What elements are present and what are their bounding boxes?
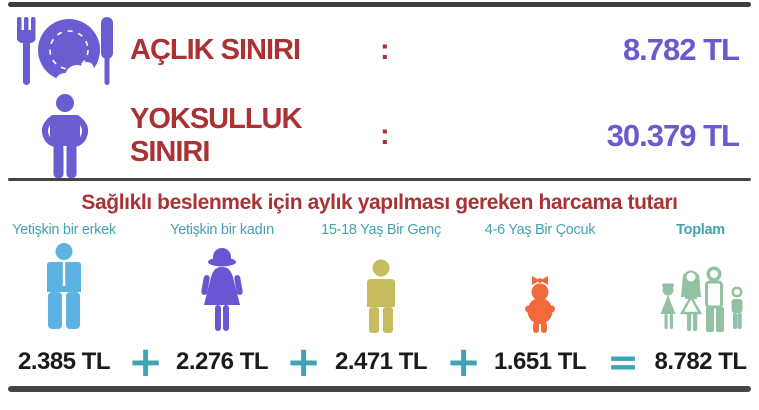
section-title: Sağlıklı beslenmek için aylık yapılması … <box>81 191 678 214</box>
plus-operator: + <box>446 337 482 386</box>
plus-operator: + <box>286 337 322 386</box>
value-total: 8.782 TL <box>654 348 747 375</box>
spacer <box>286 238 316 338</box>
adult-woman-icon <box>158 238 286 338</box>
poverty-threshold-label: YOKSULLUK SINIRI <box>130 102 302 168</box>
label-total: Toplam <box>676 222 725 238</box>
teenager-icon <box>316 238 446 338</box>
values-row: 2.385 TL + 2.276 TL + 2.471 TL + 1.651 T… <box>0 338 759 386</box>
plate-cutlery-icon <box>0 15 130 85</box>
poverty-threshold-row: YOKSULLUK SINIRI : 30.379 TL <box>0 93 759 178</box>
spacer <box>604 238 642 338</box>
bottom-divider <box>8 386 751 392</box>
value-adult-man: 2.385 TL <box>17 348 111 375</box>
hunger-threshold-colon: : <box>380 33 390 66</box>
spacer <box>446 238 476 338</box>
label-adult-woman: Yetişkin bir kadın <box>170 222 274 238</box>
family-icon <box>642 238 759 338</box>
poverty-threshold-colon: : <box>380 119 390 151</box>
value-child: 1.651 TL <box>493 348 587 375</box>
mid-divider <box>8 178 751 181</box>
top-divider <box>8 2 751 7</box>
column-labels-row: Yetişkin bir erkek Yetişkin bir kadın 15… <box>0 222 759 238</box>
label-teenager: 15-18 Yaş Bir Genç <box>321 222 441 238</box>
poverty-threshold-value: 30.379 TL <box>606 117 740 153</box>
adult-man-icon <box>0 238 128 338</box>
spacer <box>128 238 158 338</box>
icons-row <box>0 238 759 338</box>
hunger-threshold-label: AÇLIK SINIRI <box>130 33 301 66</box>
child-icon <box>476 238 604 338</box>
label-adult-man: Yetişkin bir erkek <box>12 222 116 238</box>
hunger-threshold-row: AÇLIK SINIRI : 8.782 TL <box>0 7 759 93</box>
spacer <box>128 222 158 238</box>
spacer <box>286 222 316 238</box>
label-child: 4-6 Yaş Bir Çocuk <box>484 222 596 238</box>
standing-person-icon <box>0 93 130 178</box>
spacer <box>446 222 476 238</box>
equals-operator: = <box>607 340 639 384</box>
value-adult-woman: 2.276 TL <box>175 348 269 375</box>
plus-operator: + <box>128 337 164 386</box>
hunger-threshold-value: 8.782 TL <box>622 32 740 67</box>
spacer <box>604 222 642 238</box>
value-teenager: 2.471 TL <box>334 348 428 375</box>
